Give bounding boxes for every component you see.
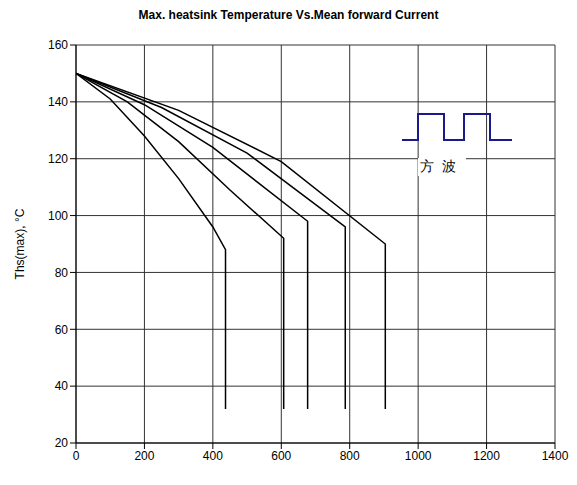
svg-text:1000: 1000 [405,449,432,463]
svg-text:1200: 1200 [473,449,500,463]
svg-text:20: 20 [55,436,69,450]
svg-text:80: 80 [55,266,69,280]
svg-text:1400: 1400 [542,449,569,463]
svg-text:600: 600 [271,449,291,463]
html-text:Max. heatsink Temperature Vs.M: Max. heatsink Temperature Vs.Mean forwar… [138,8,439,22]
svg-text:40: 40 [55,379,69,393]
svg-text:400: 400 [203,449,223,463]
svg-text:200: 200 [134,449,154,463]
html-text:方波: 方波 [420,158,464,174]
svg-text:160: 160 [48,38,68,52]
svg-text:800: 800 [340,449,360,463]
svg-text:0: 0 [73,449,80,463]
svg-text:140: 140 [48,95,68,109]
svg-text:Ths(max), °C: Ths(max), °C [13,208,27,279]
svg-text:100: 100 [48,209,68,223]
svg-text:120: 120 [48,152,68,166]
svg-text:60: 60 [55,323,69,337]
